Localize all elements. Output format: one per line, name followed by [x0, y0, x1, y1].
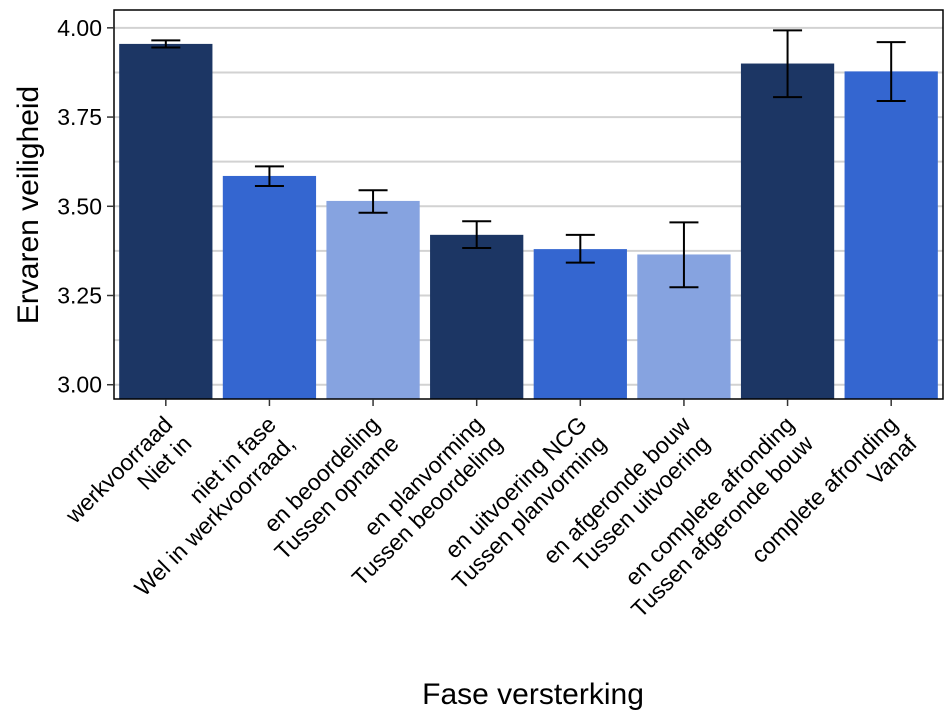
bar — [430, 234, 524, 399]
x-axis-title: Fase versterking — [422, 678, 644, 711]
y-tick-label: 3.25 — [57, 283, 102, 309]
bar — [119, 43, 213, 399]
y-tick-label: 4.00 — [57, 15, 102, 41]
bar — [533, 249, 627, 399]
y-axis-title: Ervaren veiligheid — [12, 86, 45, 324]
y-tick-label: 3.75 — [57, 104, 102, 130]
bar — [222, 175, 317, 399]
y-tick-label: 3.00 — [57, 372, 102, 398]
bar — [844, 71, 938, 399]
axes — [107, 9, 944, 406]
plot-frame — [113, 9, 944, 400]
bars — [119, 43, 938, 400]
bar — [326, 200, 420, 399]
bar — [740, 63, 835, 400]
y-tick-label: 3.50 — [57, 193, 102, 219]
error-bars — [151, 29, 906, 289]
